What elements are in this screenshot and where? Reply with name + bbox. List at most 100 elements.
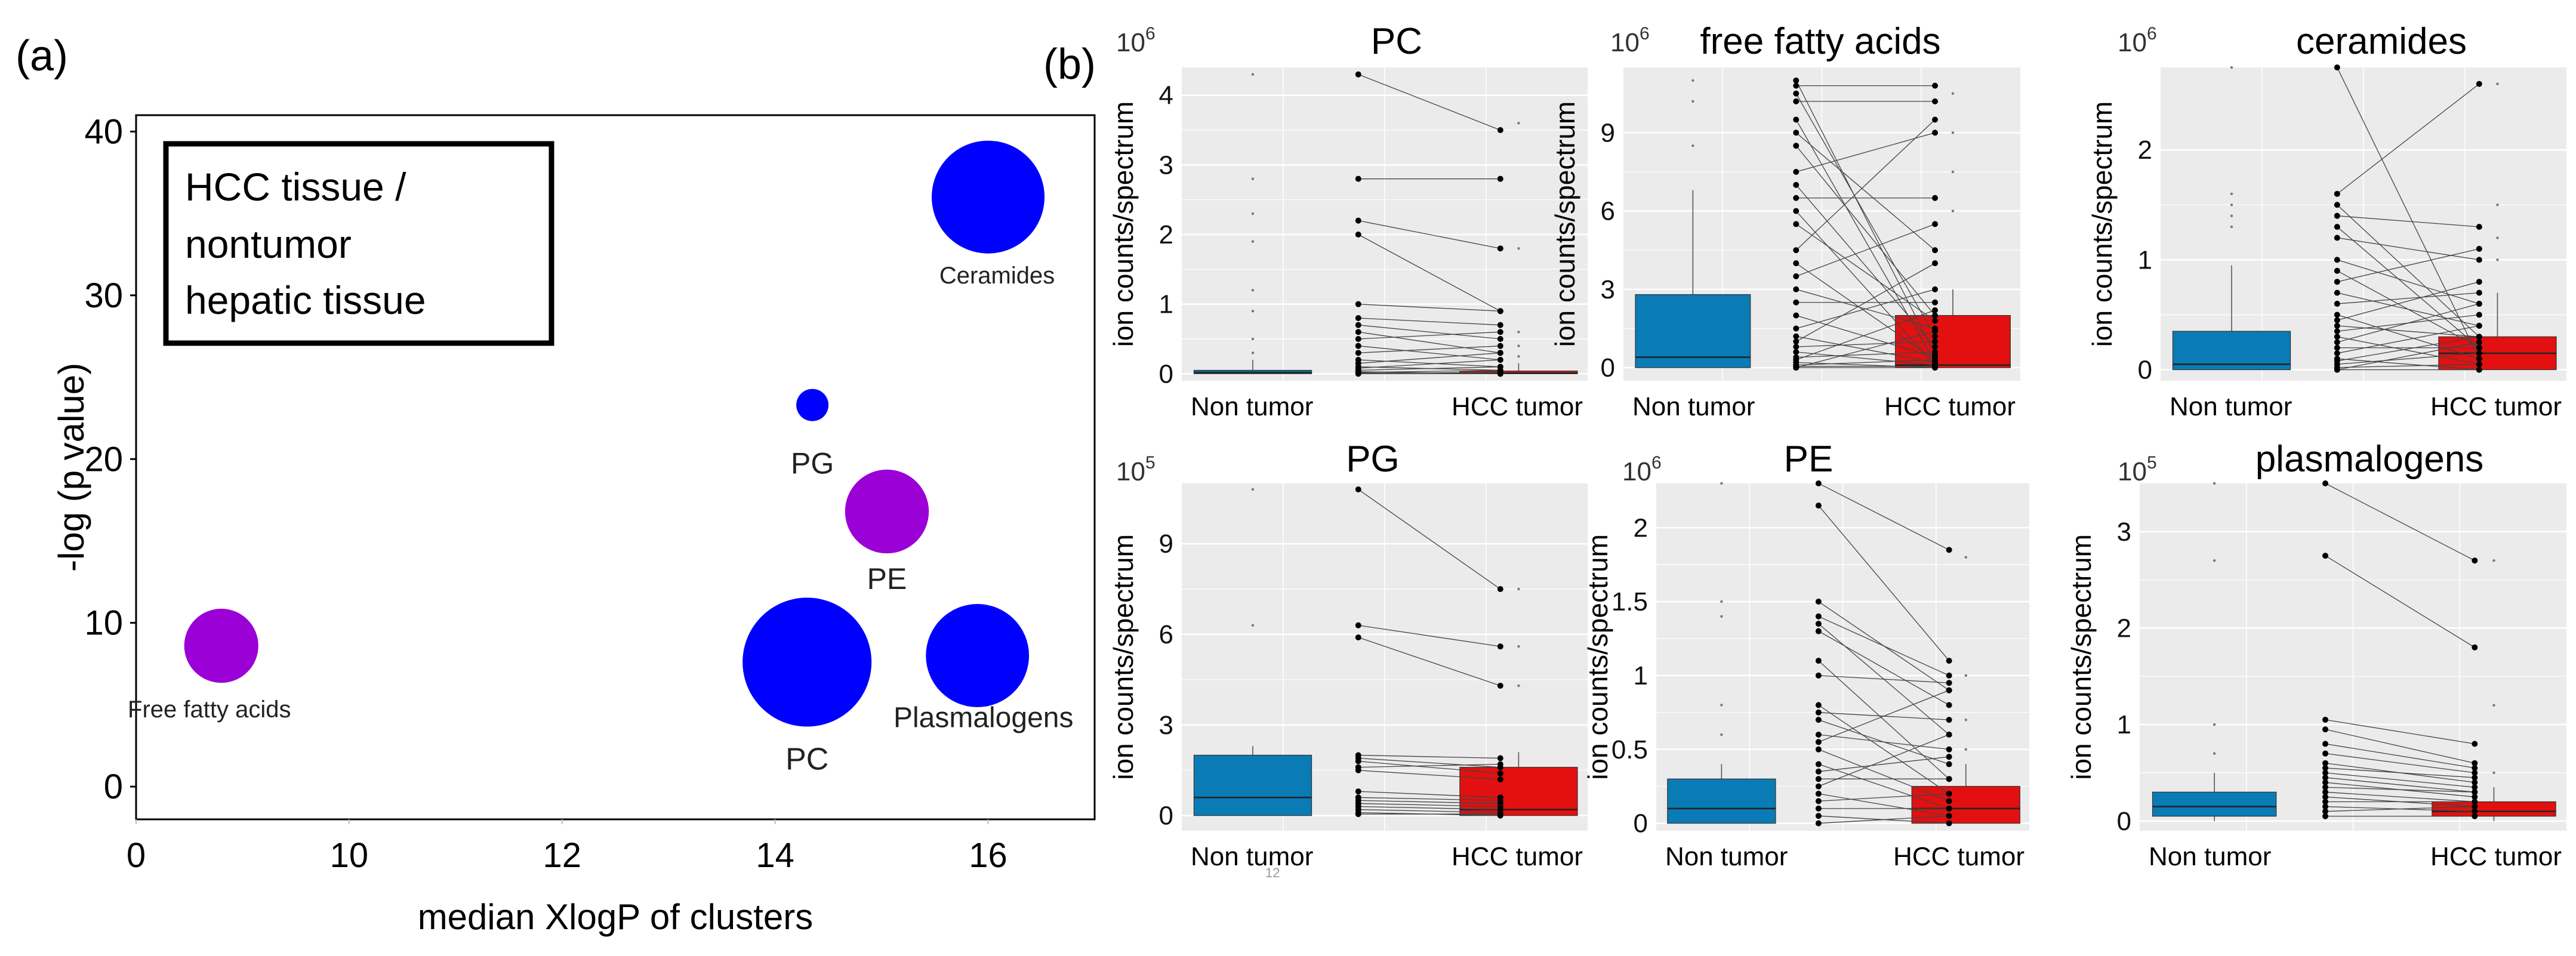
multiplier-exponent: 5 [2147, 453, 2157, 473]
pair-point-hcc [1946, 547, 1952, 553]
pair-point-hcc [2472, 760, 2478, 766]
box-panel-pe: 0 0.5 1 1.5 2 Non tumor HCC tumor ion counts/sp… [1582, 439, 2029, 871]
outlier-point [1517, 122, 1520, 125]
pair-point-hcc [1497, 770, 1503, 776]
pair-point-nontumor [1815, 768, 1822, 775]
pair-point-nontumor [1355, 232, 1361, 238]
y-axis-label: ion counts/spectrum [1108, 101, 1139, 347]
pair-point-nontumor [1815, 717, 1822, 723]
y-tick-label: 0 [1601, 353, 1615, 383]
pair-line [2337, 292, 2479, 304]
y-tick-label: 1 [2138, 245, 2152, 275]
pair-point-nontumor [1793, 299, 1799, 306]
pair-line [1358, 366, 1500, 371]
pair-line [2337, 358, 2479, 371]
pair-line [1796, 310, 1936, 360]
pair-point-hcc [1932, 260, 1939, 267]
pair-line [1358, 764, 1500, 768]
pair-line [2325, 743, 2475, 769]
legend-line-1: HCC tissue / [185, 165, 406, 209]
outlier-point [1517, 587, 1520, 591]
outlier-point [1517, 247, 1520, 250]
x-tick-label: 14 [756, 836, 794, 875]
panel-title: plasmalogens [2255, 439, 2484, 480]
pair-point-hcc [1932, 221, 1939, 227]
pair-point-nontumor [2334, 350, 2340, 356]
bubble-label-ceramides: Ceramides [939, 263, 1055, 289]
pair-point-nontumor [1815, 709, 1822, 716]
pair-line [2325, 483, 2475, 561]
box-nontumor [1667, 482, 1776, 824]
pair-point-hcc [1946, 672, 1952, 679]
pair-point-nontumor [2322, 726, 2329, 733]
box-hcc [2432, 559, 2556, 821]
axis-multiplier: 106 [1116, 24, 1155, 57]
pair-point-hcc [2472, 794, 2478, 800]
category-label-nontumor: Non tumor [2149, 842, 2271, 871]
outlier-point [2496, 258, 2499, 261]
pair-point-nontumor [1815, 613, 1822, 619]
pair-point-nontumor [1793, 181, 1799, 188]
pair-point-nontumor [1815, 732, 1822, 738]
pair-line [1795, 145, 1936, 316]
pair-point-hcc [1932, 357, 1939, 363]
outlier-point [1720, 733, 1723, 736]
pair-line [2325, 777, 2475, 792]
outlier-point [1251, 177, 1255, 180]
paired-lines [1793, 77, 1939, 371]
pair-line [2337, 314, 2479, 359]
pair-point-hcc [1932, 299, 1939, 306]
y-tick-label: 0 [1634, 809, 1648, 838]
pair-point-nontumor [1355, 217, 1361, 224]
box-nontumor [1193, 73, 1312, 374]
box-panel-pc: 0 1 2 3 4 Non tumor HCC tumor ion counts/spectr… [1108, 21, 1588, 421]
pair-line [1796, 132, 1936, 172]
pair-point-nontumor [1355, 336, 1361, 342]
outlier-point [2496, 82, 2499, 85]
outlier-point [1251, 624, 1255, 627]
pair-point-nontumor [1355, 71, 1361, 78]
pair-line [1358, 331, 1500, 340]
pair-point-nontumor [2334, 328, 2340, 335]
x-tick-label: 0 [127, 836, 146, 875]
pair-point-hcc [1932, 247, 1939, 254]
pair-line [1818, 734, 1949, 787]
category-label-nontumor: Non tumor [1191, 392, 1313, 421]
pair-point-nontumor [2334, 317, 2340, 323]
pair-point-nontumor [1355, 371, 1361, 377]
pair-point-hcc [1932, 365, 1939, 371]
pair-point-nontumor [1355, 350, 1361, 356]
pair-point-nontumor [2322, 789, 2329, 795]
pair-line [1795, 132, 1936, 251]
pair-line [1358, 760, 1500, 774]
outlier-point [2492, 771, 2495, 775]
pair-line [2325, 729, 2475, 764]
pair-line [1796, 351, 1936, 366]
pair-point-nontumor [2322, 760, 2329, 766]
pair-line [1358, 797, 1500, 801]
panel-title: free fatty acids [1700, 21, 1940, 62]
pair-point-nontumor [1355, 767, 1361, 773]
pair-point-nontumor [2334, 289, 2340, 296]
pair-point-nontumor [2334, 279, 2340, 285]
panel-title: PG [1346, 439, 1400, 480]
pair-point-nontumor [1793, 129, 1799, 136]
y-tick-label: 40 [84, 112, 123, 151]
pair-line [2337, 248, 2479, 282]
pair-point-hcc [2476, 361, 2482, 368]
y-tick-label: 0.5 [1611, 735, 1648, 764]
pair-point-nontumor [2322, 794, 2329, 800]
pair-point-nontumor [1793, 116, 1799, 123]
pair-point-hcc [1497, 127, 1503, 133]
pair-point-nontumor [1815, 783, 1822, 790]
outlier-point [1251, 351, 1255, 354]
y-tick-label: 3 [1159, 711, 1173, 740]
bubbles: Ceramides PG PE Free fatty acids PC Plasmalog… [128, 140, 1073, 777]
pair-point-nontumor [1793, 82, 1799, 89]
pair-point-hcc [2476, 350, 2482, 356]
pair-line [1818, 793, 1949, 816]
pair-point-hcc [1946, 798, 1952, 804]
box-nontumor [1635, 79, 1751, 368]
axis-multiplier: 106 [1610, 24, 1650, 57]
pair-line [2337, 336, 2479, 365]
